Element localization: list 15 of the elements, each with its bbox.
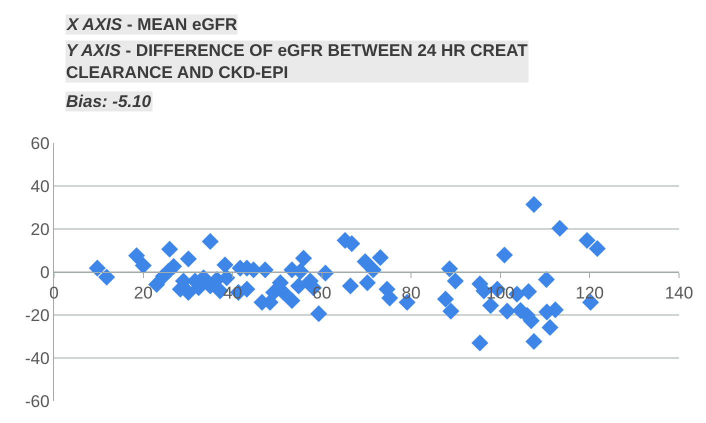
- y-tick-label: 0: [40, 262, 50, 282]
- y-tick-label: 20: [30, 220, 50, 239]
- x-tick-label: 60: [312, 283, 332, 302]
- y-tick-label: -40: [25, 348, 50, 368]
- text: Y AXIS - DIFFERENCE OF eGFR BETWEEN 24 HR CREAT CLEARANCE AND CKD-EPI: [66, 41, 528, 82]
- x-tick-label: 20: [134, 283, 153, 302]
- text: X AXIS - MEAN eGFR: [66, 15, 238, 34]
- x-tick-label: 120: [576, 283, 604, 302]
- y-tick-label: 40: [30, 176, 50, 196]
- text: Bias: -5.10: [66, 92, 152, 111]
- x-tick-label: 80: [402, 283, 421, 302]
- y-tick-label: 60: [30, 134, 50, 153]
- y-tick-label: -20: [25, 306, 50, 325]
- y-tick-label: -60: [25, 392, 50, 411]
- x-tick-label: 140: [664, 283, 694, 302]
